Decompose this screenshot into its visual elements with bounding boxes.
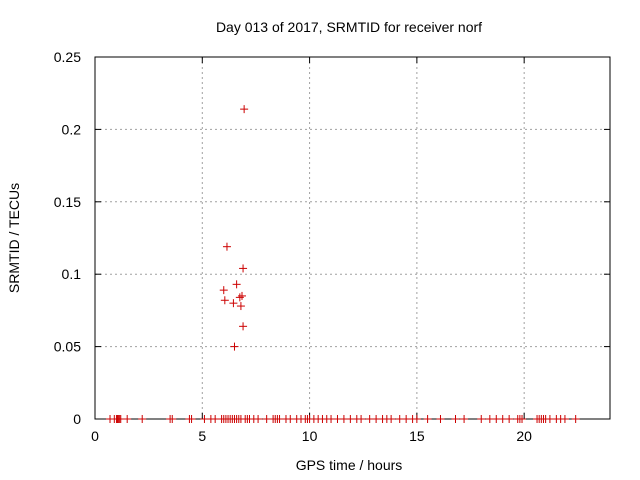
data-point bbox=[436, 415, 445, 423]
data-point bbox=[451, 415, 460, 423]
y-tick-label: 0.2 bbox=[62, 121, 82, 137]
data-point bbox=[232, 280, 241, 289]
data-point bbox=[560, 415, 569, 423]
x-axis-title: GPS time / hours bbox=[296, 457, 403, 473]
data-point bbox=[423, 415, 432, 423]
x-tick-label: 10 bbox=[302, 428, 318, 444]
plot-frame bbox=[94, 56, 611, 420]
grid-lines bbox=[95, 57, 610, 419]
data-point bbox=[412, 415, 421, 423]
y-axis-title: SRMTID / TECUs bbox=[6, 183, 22, 293]
data-point bbox=[229, 299, 238, 308]
x-tick-label: 15 bbox=[409, 428, 425, 444]
data-point bbox=[254, 415, 263, 423]
data-point bbox=[571, 415, 580, 423]
data-point bbox=[187, 415, 196, 423]
data-point bbox=[505, 415, 514, 423]
data-point bbox=[460, 415, 469, 423]
data-point bbox=[357, 415, 366, 423]
data-point bbox=[220, 296, 229, 305]
y-tick-label: 0.1 bbox=[62, 266, 82, 282]
data-point bbox=[387, 415, 396, 423]
data-point bbox=[168, 415, 177, 423]
data-points bbox=[106, 105, 580, 423]
y-tick-label: 0.25 bbox=[54, 49, 81, 65]
y-tick-label: 0 bbox=[73, 411, 81, 427]
y-tick-label: 0.15 bbox=[54, 194, 81, 210]
data-point bbox=[123, 415, 132, 423]
x-tick-label: 5 bbox=[198, 428, 206, 444]
data-point bbox=[239, 264, 248, 273]
data-point bbox=[477, 415, 486, 423]
data-point bbox=[518, 415, 527, 423]
x-tick-label: 20 bbox=[516, 428, 532, 444]
data-point bbox=[239, 322, 248, 331]
data-point bbox=[235, 293, 244, 302]
data-point bbox=[236, 302, 245, 311]
data-point bbox=[230, 342, 239, 351]
data-point bbox=[222, 242, 231, 251]
x-tick-label: 0 bbox=[91, 428, 99, 444]
axis-ticks: 0 5 10 15 20 0 0.05 0.1 0.15 0.2 0.25 bbox=[54, 49, 610, 444]
data-point bbox=[237, 291, 246, 300]
data-point bbox=[240, 105, 249, 114]
chart-title: Day 013 of 2017, SRMTID for receiver nor… bbox=[216, 19, 482, 35]
data-point bbox=[219, 286, 228, 295]
data-point bbox=[138, 415, 147, 423]
y-tick-label: 0.05 bbox=[54, 339, 81, 355]
